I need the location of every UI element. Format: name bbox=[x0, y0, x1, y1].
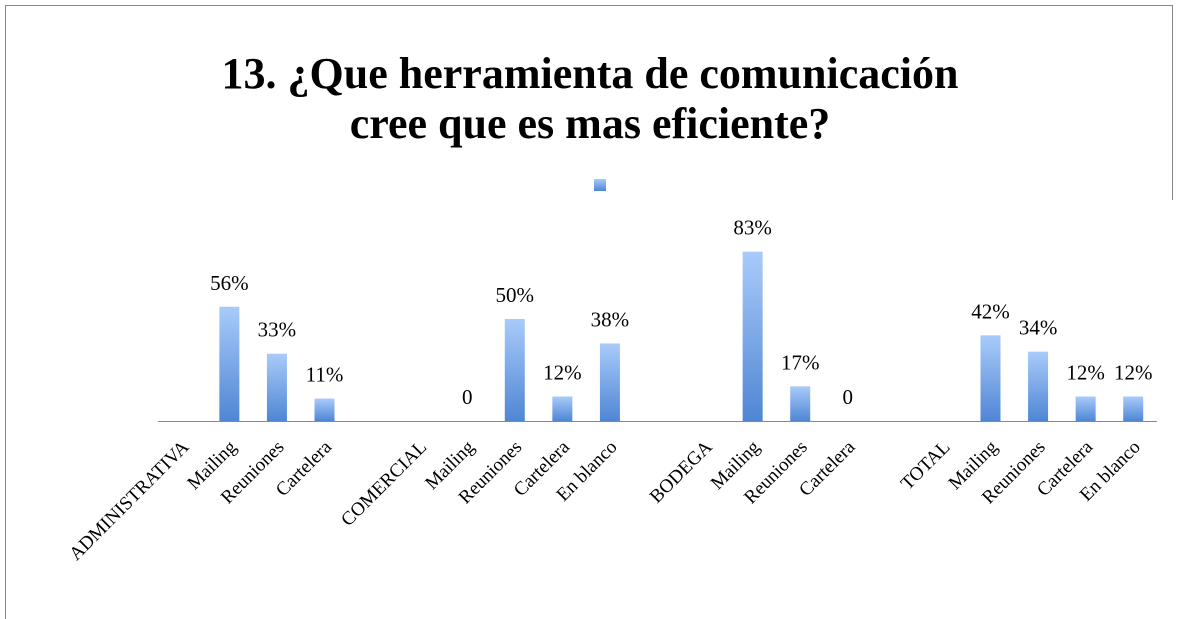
bar bbox=[314, 398, 335, 421]
data-label: 12% bbox=[1066, 361, 1105, 385]
data-label: 12% bbox=[543, 361, 582, 385]
bar bbox=[980, 335, 1001, 421]
bar bbox=[266, 353, 287, 421]
bar bbox=[1123, 396, 1144, 421]
data-label: 0 bbox=[843, 385, 854, 409]
x-tick-label: BODEGA bbox=[646, 436, 717, 507]
data-label: 34% bbox=[1019, 316, 1058, 340]
data-label: 83% bbox=[733, 216, 772, 240]
bar bbox=[1075, 396, 1096, 421]
data-label: 11% bbox=[306, 363, 344, 387]
bar bbox=[599, 343, 620, 421]
chart-title: 13. ¿Que herramienta de comunicación bbox=[222, 49, 959, 98]
bar bbox=[219, 306, 240, 421]
x-tick-label: TOTAL bbox=[897, 437, 955, 495]
data-label: 56% bbox=[210, 271, 249, 295]
bar bbox=[504, 319, 525, 421]
data-label: 0 bbox=[462, 385, 473, 409]
data-label: 38% bbox=[591, 307, 630, 331]
data-label: 17% bbox=[781, 350, 820, 374]
x-tick-label: ADMINISTRATIVA bbox=[65, 436, 193, 564]
data-label: 50% bbox=[496, 283, 535, 307]
bar bbox=[1028, 351, 1049, 421]
data-label: 42% bbox=[971, 299, 1010, 323]
legend-swatch bbox=[594, 179, 606, 191]
data-label: 33% bbox=[258, 318, 297, 342]
bar bbox=[552, 396, 573, 421]
x-tick-label: COMERCIAL bbox=[337, 437, 431, 531]
bar bbox=[790, 386, 811, 421]
chart-title: cree que es mas eficiente? bbox=[350, 99, 831, 148]
frame bbox=[5, 5, 1173, 619]
data-label: 12% bbox=[1114, 361, 1153, 385]
bar bbox=[742, 251, 763, 421]
